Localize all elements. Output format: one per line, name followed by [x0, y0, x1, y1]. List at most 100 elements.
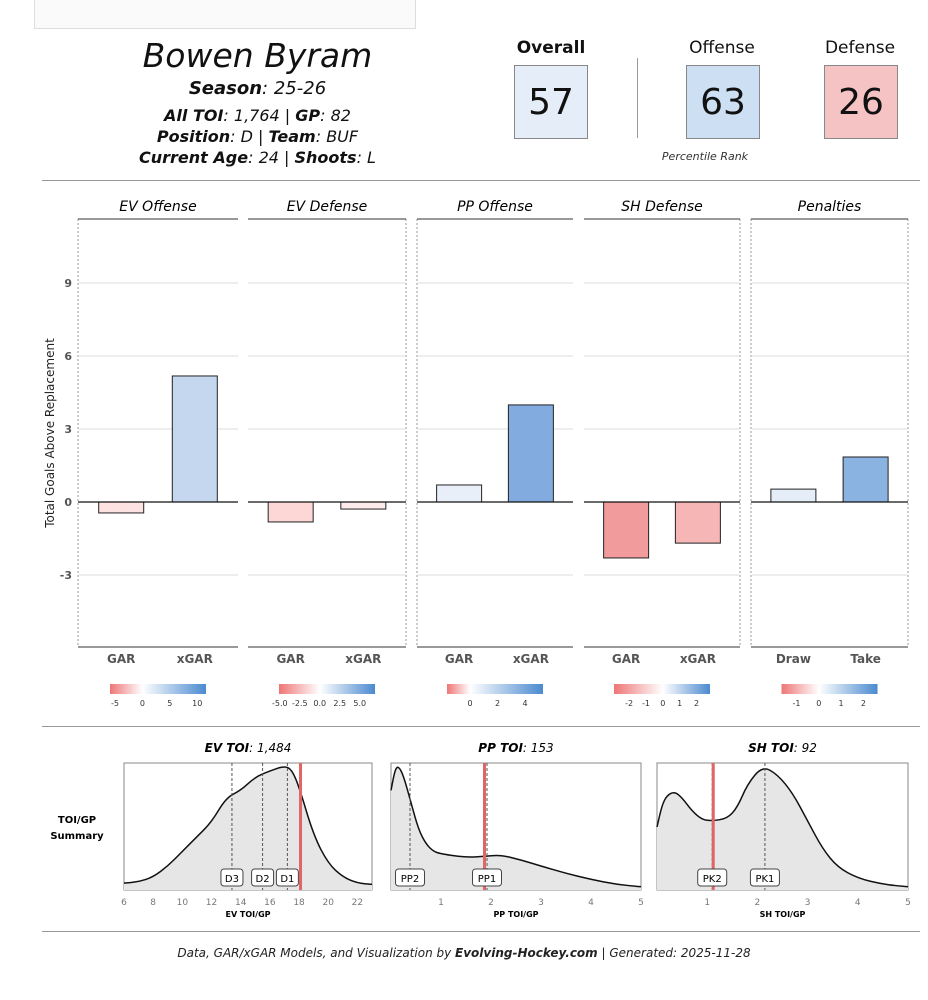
panel-title: SH Defense [621, 199, 703, 215]
shoots-value: L [367, 148, 376, 167]
x-axis-title: SH TOI/GP [760, 910, 806, 919]
density-curve [123, 766, 373, 886]
toi-line: All TOI: 1,764 | GP: 82 [164, 106, 351, 125]
footer-prefix: Data, GAR/xGAR Models, and Visualization… [177, 946, 456, 960]
gp-value: 82 [330, 106, 351, 125]
colorbar-tick-label: 0 [467, 699, 472, 708]
x-tick-label: GAR [276, 652, 304, 666]
x-tick-label: GAR [445, 652, 473, 666]
marker-label: PP2 [401, 874, 419, 885]
divider [42, 180, 920, 181]
x-tick-label: 1 [704, 898, 710, 908]
position-label: Position [156, 127, 231, 146]
position-value: D [240, 127, 253, 146]
offense-score: 63 [686, 65, 760, 139]
row-label: TOI/GP [58, 815, 96, 826]
colorbar-tick-label: 0 [816, 699, 821, 708]
density-title: SH TOI: 92 [748, 741, 817, 755]
colorbar-tick-label: 2 [861, 699, 866, 708]
x-tick-label: GAR [612, 652, 640, 666]
footer-suffix: | Generated: 2025-11-28 [597, 946, 751, 960]
bar-draw [770, 488, 817, 503]
title-value: 92 [802, 741, 817, 755]
row-label: Summary [50, 831, 104, 842]
colorbar-tick-label: -1 [642, 699, 650, 708]
footer: Data, GAR/xGAR Models, and Visualization… [0, 946, 928, 960]
x-tick-label: 3 [805, 898, 811, 908]
colorbar-tick-label: -2 [625, 699, 633, 708]
x-tick-label: 20 [323, 898, 335, 908]
percentile-rank-label: Percentile Rank [661, 150, 749, 163]
age-label: Current Age [139, 148, 249, 167]
marker-label: PK1 [755, 874, 774, 885]
marker-label-box [749, 868, 780, 887]
y-tick-label: -3 [60, 569, 72, 582]
marker-label: D2 [256, 874, 270, 885]
colorbar-tick-label: -5 [111, 699, 119, 708]
title-bold: SH TOI [748, 741, 794, 755]
y-tick-label: 3 [64, 423, 72, 436]
colorbar-tick-label: 0 [140, 699, 145, 708]
density-area [657, 768, 908, 890]
bar-gar [267, 501, 314, 523]
colorbar-tick-label: 2 [694, 699, 699, 708]
marker-label-box [251, 868, 275, 887]
x-tick-label: Draw [776, 652, 811, 666]
y-tick-label: 0 [64, 496, 72, 509]
colorbar [110, 684, 206, 694]
x-axis-title: PP TOI/GP [493, 910, 538, 919]
bar-xgar [674, 501, 721, 544]
title-value: 1,484 [257, 741, 291, 755]
x-tick-label: 12 [206, 898, 217, 908]
season-value: 25-26 [273, 78, 327, 99]
toi-label: All TOI [164, 106, 224, 125]
marker-label: PP1 [478, 874, 496, 885]
season-label: Season [188, 78, 263, 99]
team-value: BUF [326, 127, 359, 146]
x-tick-label: 22 [352, 898, 363, 908]
panel-title: EV Offense [119, 199, 196, 215]
bar-xgar [507, 404, 554, 503]
density-curve [390, 766, 642, 888]
x-tick-label: 5 [638, 898, 644, 908]
x-tick-label: 10 [177, 898, 189, 908]
x-tick-label: 1 [438, 898, 444, 908]
age-line: Current Age: 24 | Shoots: L [139, 148, 376, 167]
top-panel [34, 0, 416, 29]
x-tick-label: 4 [855, 898, 861, 908]
x-tick-label: 6 [121, 898, 127, 908]
x-tick-label: GAR [107, 652, 135, 666]
colorbar-tick-label: 0.0 [313, 699, 326, 708]
x-tick-label: 5 [905, 898, 911, 908]
x-tick-label: xGAR [680, 652, 716, 666]
overall-score: 57 [514, 65, 588, 139]
x-tick-label: 2 [755, 898, 761, 908]
bar-take [842, 456, 889, 503]
gp-label: GP [295, 106, 321, 125]
toi-value: 1,764 [233, 106, 280, 125]
marker-label-box [275, 868, 299, 887]
colorbar-tick-label: 5 [167, 699, 172, 708]
colorbar-tick-label: 4 [523, 699, 528, 708]
marker-label: PK2 [703, 874, 722, 885]
bar-gar [603, 501, 650, 559]
density-curve [656, 768, 909, 888]
x-tick-label: 2 [488, 898, 494, 908]
x-tick-label: 3 [538, 898, 544, 908]
divider [42, 726, 920, 727]
title-value: 153 [531, 741, 554, 755]
density-area [124, 767, 372, 890]
colorbar-tick-label: 1 [677, 699, 682, 708]
x-tick-label: 18 [293, 898, 305, 908]
colorbar-tick-label: 2.5 [333, 699, 346, 708]
overall-label: Overall [516, 38, 586, 58]
bar-gar [98, 501, 145, 514]
offense-label: Offense [689, 38, 755, 58]
x-tick-label: Take [850, 652, 881, 666]
colorbar [781, 684, 878, 694]
colorbar-tick-label: 5.0 [353, 699, 366, 708]
bar-gar [436, 484, 483, 503]
bar-xgar [340, 501, 387, 510]
